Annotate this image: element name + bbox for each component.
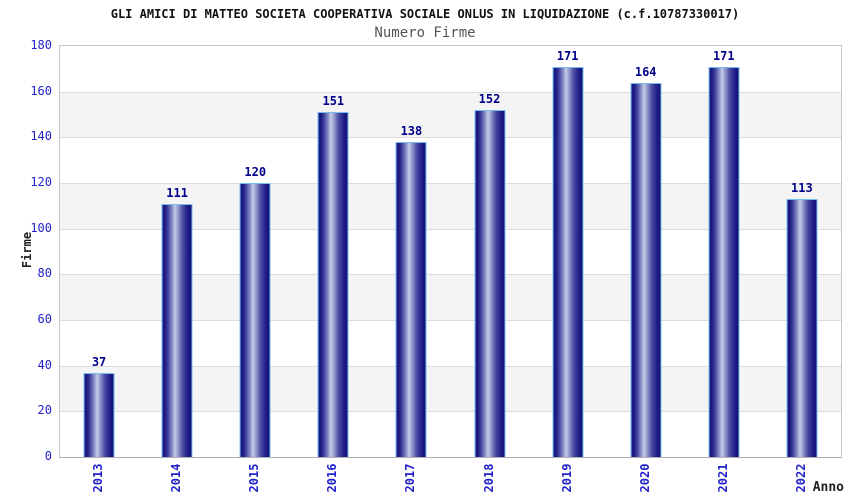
bar-slot-2019: 171 — [529, 46, 607, 457]
y-tick-label: 20 — [37, 403, 52, 418]
bar-2020[interactable] — [630, 82, 662, 457]
bar-value-label: 171 — [712, 48, 735, 63]
bar-value-label: 113 — [791, 180, 813, 195]
x-tick-label-2021: 2021 — [715, 463, 730, 493]
bar-2016[interactable] — [317, 112, 349, 457]
x-axis-title: Anno — [812, 480, 844, 495]
bar-2013[interactable] — [83, 372, 115, 457]
x-tick-label-2022: 2022 — [793, 463, 808, 493]
bar-value-label: 152 — [478, 91, 501, 106]
bar-value-label: 111 — [166, 185, 188, 200]
gridline — [60, 319, 841, 321]
x-tick-label-2019: 2019 — [559, 463, 574, 493]
bar-value-label: 164 — [634, 64, 657, 79]
x-tick-cell: 2020 — [606, 458, 684, 498]
x-tick-label-2016: 2016 — [325, 463, 340, 493]
bar-value-label: 151 — [322, 94, 345, 109]
gridline — [60, 137, 841, 139]
x-tick-cell: 2016 — [293, 458, 371, 498]
x-axis-tick-labels: 2013 2014 2015 2016 2017 2018 2019 2020 2021 2022 — [59, 458, 840, 498]
gridline — [60, 411, 841, 413]
bar-slot-2016: 151 — [294, 46, 372, 457]
x-tick-label-2014: 2014 — [169, 463, 184, 493]
x-tick-cell: 2014 — [137, 458, 215, 498]
bar-2017[interactable] — [395, 141, 427, 457]
y-tick-label: 40 — [37, 357, 52, 372]
bar-2015[interactable] — [239, 183, 271, 457]
y-tick-label: 140 — [30, 129, 52, 144]
x-tick-cell: 2021 — [684, 458, 762, 498]
x-tick-label-2015: 2015 — [247, 463, 262, 493]
x-tick-cell: 2015 — [215, 458, 293, 498]
y-tick-label: 0 — [44, 449, 52, 463]
gridline — [60, 228, 841, 230]
plot-area: 37 111 120 151 138 152 171 164 171 113 — [59, 45, 842, 458]
bar-slot-2020: 164 — [607, 46, 685, 457]
chart-title: GLI AMICI DI MATTEO SOCIETA COOPERATIVA … — [110, 7, 740, 21]
x-tick-label-2017: 2017 — [403, 463, 418, 493]
y-tick-label: 100 — [30, 220, 52, 235]
y-axis-title: Firme — [20, 231, 34, 269]
y-tick-label: 80 — [37, 266, 52, 281]
bar-2014[interactable] — [161, 203, 193, 457]
gridline — [60, 274, 841, 276]
chart-subtitle: Numero Firme — [374, 25, 476, 41]
bar-slot-2015: 120 — [216, 46, 294, 457]
bar-slot-2021: 171 — [685, 46, 763, 457]
x-tick-cell: 2017 — [371, 458, 449, 498]
x-tick-label-2018: 2018 — [481, 463, 496, 493]
bar-value-label: 37 — [91, 354, 107, 369]
bar-value-label: 120 — [244, 165, 267, 180]
bar-2021[interactable] — [708, 66, 740, 457]
bar-2018[interactable] — [474, 109, 506, 457]
bar-2019[interactable] — [552, 66, 584, 457]
gridline — [60, 365, 841, 367]
x-tick-label-2020: 2020 — [637, 463, 652, 493]
bar-slot-2014: 111 — [138, 46, 216, 457]
bar-slot-2022: 113 — [763, 46, 841, 457]
x-tick-label-2013: 2013 — [91, 463, 106, 493]
bar-slots: 37 111 120 151 138 152 171 164 171 113 — [60, 46, 841, 457]
y-tick-label: 60 — [37, 312, 52, 326]
gridline — [60, 182, 841, 184]
y-tick-label: 180 — [30, 38, 52, 52]
x-tick-cell: 2018 — [449, 458, 527, 498]
bar-slot-2013: 37 — [60, 46, 138, 457]
gridline — [60, 91, 841, 93]
x-tick-cell: 2019 — [528, 458, 606, 498]
bar-2022[interactable] — [786, 198, 818, 457]
x-tick-cell: 2013 — [59, 458, 137, 498]
bar-value-label: 138 — [400, 123, 423, 138]
bar-slot-2017: 138 — [372, 46, 450, 457]
bar-value-label: 171 — [556, 48, 579, 63]
bar-slot-2018: 152 — [450, 46, 528, 457]
y-tick-label: 120 — [30, 175, 52, 189]
y-tick-label: 160 — [30, 83, 52, 98]
